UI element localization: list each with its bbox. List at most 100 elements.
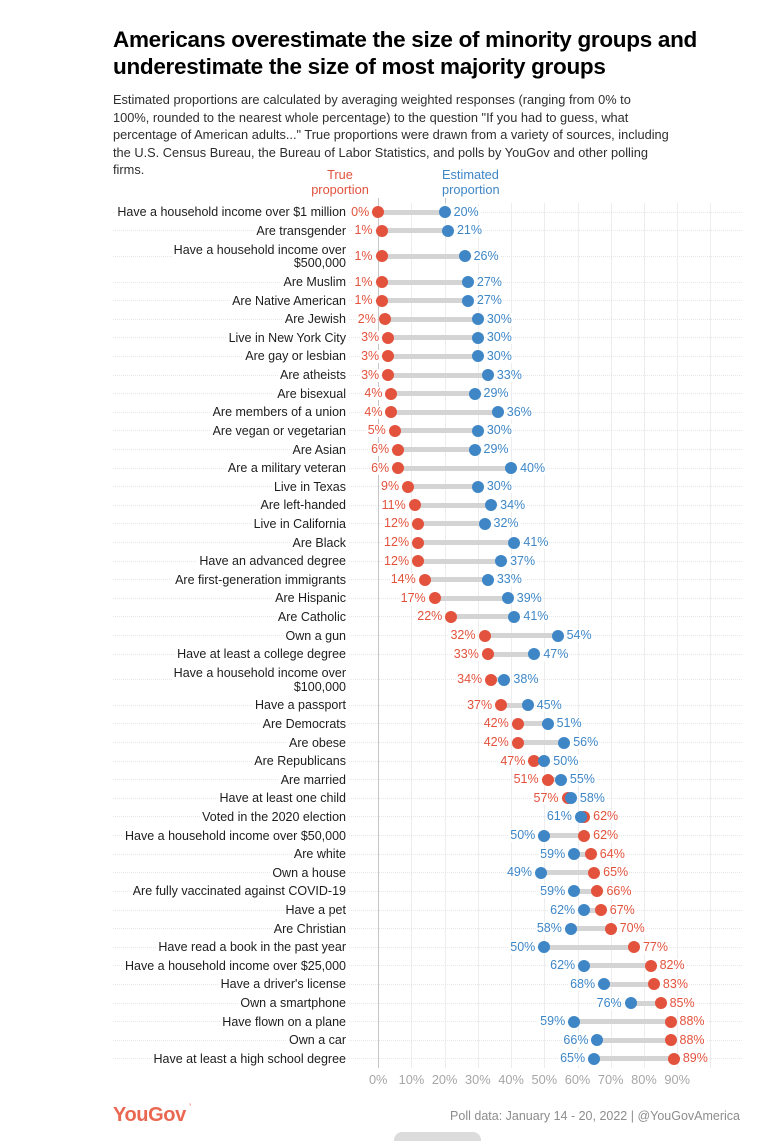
chart-row: Have at least one child 57% 58% (0, 789, 768, 808)
true-value-label: 77% (641, 939, 670, 954)
row-label: Own a house (270, 865, 348, 882)
row-label: Are obese (287, 735, 348, 752)
chart-row: Have read a book in the past year 50% 77% (0, 938, 768, 957)
true-dot (478, 629, 491, 642)
connector-bar (574, 1019, 671, 1025)
chart-row: Own a car 66% 88% (0, 1031, 768, 1050)
true-dot (382, 350, 395, 363)
chart-row: Have a household income over $1 million 0… (0, 203, 768, 222)
estimated-value-label: 55% (568, 772, 596, 787)
row-label: Are Asian (290, 442, 348, 458)
estimated-dot (491, 406, 504, 419)
connector-bar (584, 907, 601, 913)
chart-row: Are bisexual 4% 29% (0, 384, 768, 403)
estimated-value-label: 54% (565, 628, 593, 643)
row-leader-line (113, 597, 742, 599)
header: Americans overestimate the size of minor… (113, 26, 739, 179)
row-leader-line (113, 1058, 742, 1060)
true-value-label: 3% (360, 367, 381, 382)
row-leader-line (113, 928, 742, 930)
chart-row: Have a household income over $25,000 62% 8… (0, 957, 768, 976)
connector-bar (394, 428, 478, 434)
estimated-value-label: 39% (515, 590, 543, 605)
row-label: Have an advanced degree (197, 554, 348, 570)
estimated-value-label: 30% (485, 348, 513, 363)
estimated-dot (538, 941, 551, 954)
row-leader-line (113, 760, 742, 762)
true-dot (372, 206, 385, 219)
estimated-value-label: 50% (509, 939, 537, 954)
estimated-dot (551, 629, 564, 642)
chart-row: Are a military veteran 6% 40% (0, 459, 768, 478)
row-label: Own a smartphone (238, 996, 348, 1012)
row-label: Have at least a high school degree (151, 1051, 348, 1068)
connector-bar (484, 633, 558, 639)
chart-row: Are Muslim 1% 27% (0, 273, 768, 292)
estimated-dot (508, 536, 521, 549)
row-leader-line (113, 635, 742, 637)
true-value-label: 1% (353, 248, 374, 263)
true-value-label: 34% (456, 672, 484, 687)
true-value-label: 66% (605, 883, 633, 898)
true-value-label: 82% (658, 958, 686, 973)
chart-row: Are Catholic 22% 41% (0, 608, 768, 627)
row-label: Are Muslim (281, 275, 348, 291)
true-value-label: 2% (356, 311, 377, 326)
estimated-dot (471, 350, 484, 363)
chart-row: Have a household income over $50,000 50% 6… (0, 826, 768, 845)
axis-tick-label: 10% (398, 1072, 425, 1088)
connector-bar (547, 777, 561, 783)
legend-leader-line (378, 198, 380, 204)
row-label: Are white (291, 847, 348, 863)
estimated-dot (471, 480, 484, 493)
estimated-value-label: 56% (572, 735, 600, 750)
connector-bar (501, 702, 528, 708)
true-value-label: 12% (383, 535, 411, 550)
row-leader-line (113, 909, 742, 911)
estimated-dot (568, 1015, 581, 1028)
estimated-value-label: 59% (539, 846, 567, 861)
true-dot (402, 480, 415, 493)
chart-row: Have an advanced degree 12% 37% (0, 552, 768, 571)
estimated-dot (468, 443, 481, 456)
true-value-label: 9% (380, 479, 401, 494)
connector-bar (418, 521, 485, 527)
row-leader-line (113, 704, 742, 706)
true-dot (594, 904, 607, 917)
row-label: Are members of a union (210, 405, 348, 421)
estimated-value-label: 33% (495, 572, 523, 587)
estimated-value-label: 32% (492, 516, 520, 531)
connector-bar (594, 1056, 674, 1062)
true-value-label: 4% (363, 386, 384, 401)
row-label: Voted in the 2020 election (200, 809, 348, 826)
estimated-value-label: 29% (482, 386, 510, 401)
chart-row: Are members of a union 4% 36% (0, 403, 768, 422)
estimated-value-label: 40% (519, 460, 547, 475)
estimated-value-label: 30% (485, 311, 513, 326)
row-label: Are married (278, 772, 348, 789)
estimated-value-label: 59% (539, 1014, 567, 1029)
true-value-label: 88% (678, 1032, 706, 1047)
chart-row: Are married 51% 55% (0, 770, 768, 789)
true-value-label: 3% (360, 330, 381, 345)
row-label: Live in Texas (271, 479, 348, 496)
estimated-value-label: 30% (485, 423, 513, 438)
row-leader-line (113, 653, 742, 655)
true-dot (385, 387, 398, 400)
footer: YouGov ʼ Poll data: January 14 - 20, 2022… (113, 1103, 740, 1127)
connector-bar (388, 372, 488, 378)
row-label: Have a household income over $500,000 (171, 242, 348, 272)
true-dot (392, 443, 405, 456)
estimated-value-label: 27% (475, 274, 503, 289)
row-leader-line (113, 1039, 742, 1041)
page-subtitle: Estimated proportions are calculated by … (113, 92, 669, 178)
estimated-value-label: 45% (535, 697, 563, 712)
logo-tick-mark: ʼ (188, 1103, 191, 1114)
connector-bar (544, 944, 634, 950)
chart-row: Are atheists 3% 33% (0, 366, 768, 385)
row-label: Own a car (287, 1033, 348, 1049)
row-label: Live in California (251, 516, 348, 533)
row-label: Have at least one child (217, 791, 348, 807)
true-value-label: 3% (360, 348, 381, 363)
